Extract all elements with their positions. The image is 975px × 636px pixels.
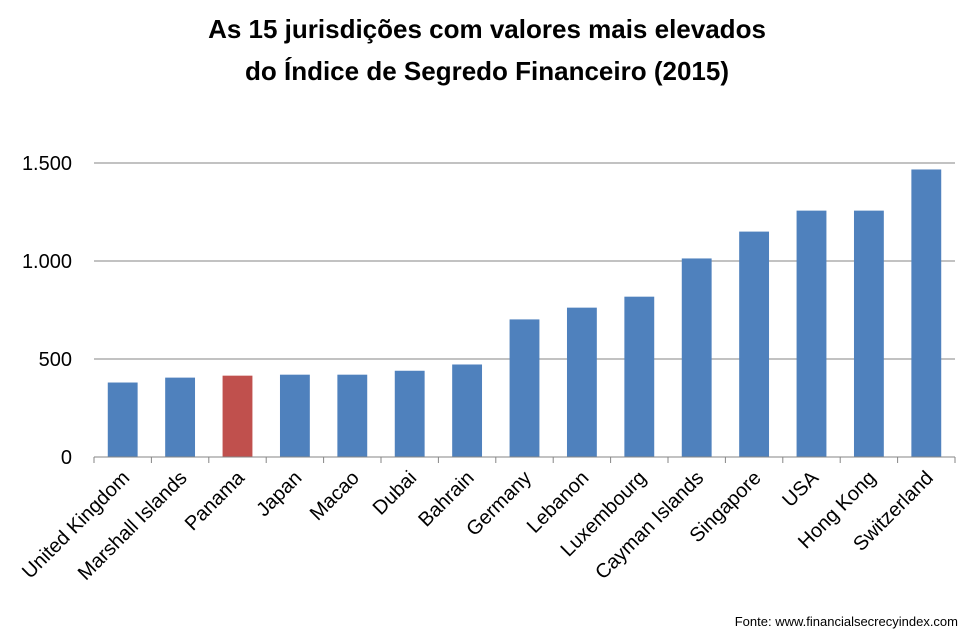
bar <box>394 370 425 457</box>
y-tick-label: 1.500 <box>22 153 72 175</box>
source-note: Fonte: www.financialsecrecyindex.com <box>735 614 958 629</box>
bar <box>681 258 712 457</box>
bar <box>107 382 138 457</box>
bar <box>739 231 770 457</box>
bars <box>107 169 942 457</box>
x-tick-label: USA <box>778 467 823 512</box>
y-tick-label: 500 <box>39 349 72 371</box>
y-tick-label: 0 <box>61 447 72 469</box>
bar <box>911 169 942 457</box>
bar <box>509 319 540 457</box>
bar <box>796 210 827 457</box>
x-tick-label: Japan <box>252 467 306 521</box>
x-axis <box>93 456 956 463</box>
bar <box>853 210 884 457</box>
x-tick-label: Marshall Islands <box>74 467 192 585</box>
y-axis-ticks: 0 500 1.000 1.500 <box>22 153 72 469</box>
x-tick-label: Macao <box>306 467 364 525</box>
bar <box>624 296 655 457</box>
x-tick-label: Panama <box>181 466 250 535</box>
y-tick-label: 1.000 <box>22 251 72 273</box>
bar <box>452 364 483 457</box>
bar <box>337 374 368 457</box>
bar <box>566 307 597 457</box>
bar <box>165 377 196 457</box>
chart-title-line-1: As 15 jurisdições com valores mais eleva… <box>208 14 766 44</box>
bar <box>222 375 253 457</box>
chart-title-line-2: do Índice de Segredo Financeiro (2015) <box>245 56 729 86</box>
bar <box>279 374 310 457</box>
x-tick-label: Dubai <box>369 467 422 520</box>
